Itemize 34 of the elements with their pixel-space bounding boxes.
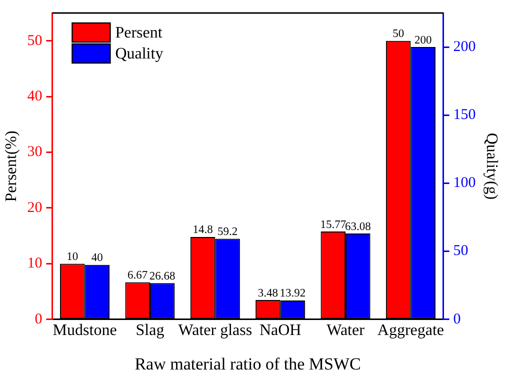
data-label: 59.2 bbox=[217, 226, 238, 238]
y-axis-title: Persent(%) bbox=[2, 130, 20, 202]
y-tick-label: 50 bbox=[27, 32, 42, 49]
y2-axis-title: Quality(g) bbox=[483, 132, 500, 200]
x-tick-label: Mudstone bbox=[52, 322, 117, 340]
legend-label: Quality bbox=[115, 46, 164, 63]
legend-label: Persent bbox=[115, 24, 163, 42]
y-tick-label: 10 bbox=[27, 256, 42, 272]
data-label: 14.8 bbox=[192, 224, 214, 236]
y2-tick-label: 200 bbox=[453, 38, 476, 55]
data-label: 40 bbox=[91, 252, 104, 264]
y2-tick-label: 50 bbox=[453, 243, 468, 260]
x-tick-label: Water glass bbox=[178, 322, 252, 340]
x-tick-label: Aggregate bbox=[377, 322, 444, 340]
data-label: 50 bbox=[392, 28, 404, 40]
data-label: 10 bbox=[66, 250, 78, 263]
y2-tick-label: 0 bbox=[453, 311, 461, 328]
x-tick-label: Water bbox=[326, 322, 366, 340]
x-tick-label: NaOH bbox=[259, 322, 302, 340]
x-tick-label: Slag bbox=[136, 322, 164, 340]
y-tick-label: 0 bbox=[34, 311, 42, 328]
y-tick-label: 30 bbox=[27, 144, 42, 160]
x-axis-title: Raw material ratio of the MSWC bbox=[134, 354, 361, 374]
y-tick-label: 40 bbox=[27, 88, 42, 104]
data-label: 63.08 bbox=[344, 220, 372, 233]
data-label: 26.68 bbox=[149, 270, 176, 282]
data-label: 6.67 bbox=[128, 270, 148, 282]
data-label: 3.48 bbox=[258, 287, 278, 300]
y2-tick-label: 100 bbox=[453, 175, 476, 192]
y-tick-label: 20 bbox=[27, 200, 42, 216]
y2-tick-label: 150 bbox=[453, 107, 476, 124]
data-label: 200 bbox=[414, 34, 432, 46]
data-label: 13.92 bbox=[280, 288, 306, 300]
data-label: 15.77 bbox=[320, 218, 346, 231]
